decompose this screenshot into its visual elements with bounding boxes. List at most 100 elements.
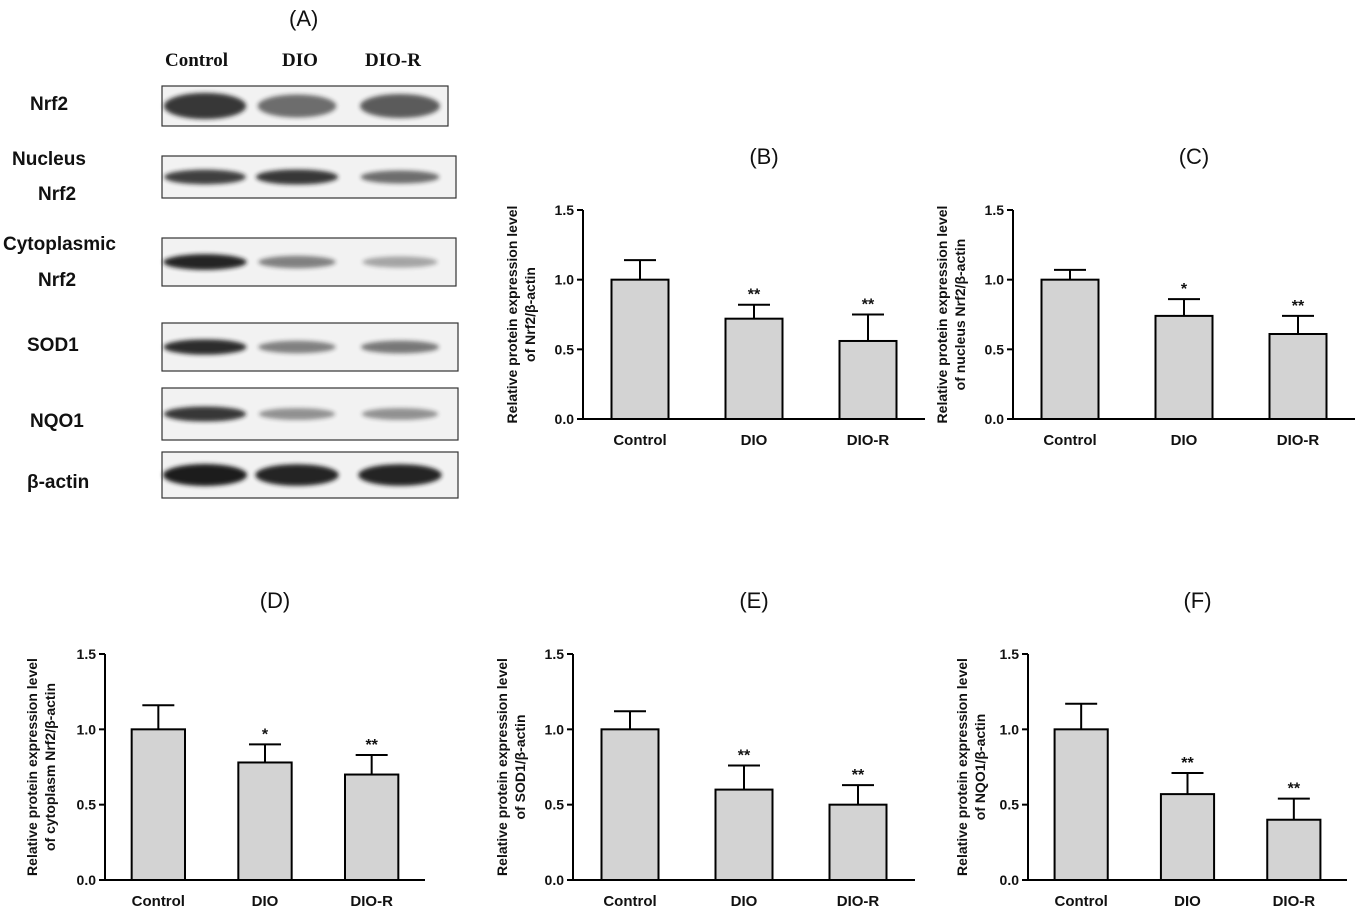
blot-column-dio: DIO <box>282 50 318 71</box>
x-tick-label: DIO-R <box>350 893 393 910</box>
blot-band <box>257 94 337 118</box>
x-tick-label: Control <box>603 893 656 910</box>
blot-column-control: Control <box>165 50 228 71</box>
panel-label: (E) <box>739 588 768 613</box>
y-tick-label: 1.5 <box>545 646 565 662</box>
blot-band <box>362 256 438 268</box>
y-tick-label: 0.5 <box>555 341 575 357</box>
bar <box>344 773 400 882</box>
x-tick-label: DIO <box>1171 432 1198 449</box>
x-tick-label: DIO <box>731 893 758 910</box>
blot-row-label-cytoplasmic-nrf2: Nrf2 <box>38 270 77 291</box>
blot-band <box>258 255 336 269</box>
bar <box>828 803 888 882</box>
significance-marker: ** <box>1181 755 1194 772</box>
y-tick-label: 1.0 <box>1000 721 1020 737</box>
y-axis-label: of Nrf2/β-actin <box>522 267 538 362</box>
y-tick-label: 0.0 <box>77 872 97 888</box>
y-axis-label: Relative protein expression level <box>24 658 40 876</box>
x-tick-label: Control <box>1043 432 1096 449</box>
y-tick-label: 0.5 <box>77 797 97 813</box>
significance-marker: ** <box>1288 781 1301 798</box>
blot-band <box>164 169 246 185</box>
chart-nrf2: (B) Relative protein expression level of N… <box>504 144 925 449</box>
y-axis-label: of NQO1/β-actin <box>972 714 988 821</box>
chart-sod1: (E) Relative protein expression level of S… <box>494 588 915 910</box>
bar <box>1053 728 1109 881</box>
blot-row-label-nqo1: NQO1 <box>30 411 84 432</box>
y-tick-label: 1.5 <box>1000 646 1020 662</box>
bar <box>724 317 784 420</box>
bar <box>838 339 898 420</box>
x-tick-label: DIO <box>252 893 279 910</box>
significance-marker: ** <box>862 297 875 314</box>
blot-band <box>163 339 247 355</box>
blot-row-2 <box>161 237 457 287</box>
y-axis-label: of cytoplasm Nrf2/β-actin <box>42 683 58 851</box>
y-tick-label: 1.5 <box>77 646 97 662</box>
y-tick-label: 1.0 <box>545 721 565 737</box>
blot-band <box>163 406 247 422</box>
significance-marker: * <box>262 726 269 743</box>
y-tick-label: 1.0 <box>555 272 575 288</box>
bar <box>1040 278 1100 420</box>
significance-marker: * <box>1181 281 1188 298</box>
blot-band <box>258 408 336 420</box>
y-tick-label: 0.0 <box>555 411 575 427</box>
x-tick-label: Control <box>132 893 185 910</box>
blot-row-label-beta-actin: β-actin <box>27 472 90 493</box>
y-tick-label: 1.5 <box>555 202 575 218</box>
blot-row-1 <box>161 155 457 199</box>
blot-band <box>358 464 442 486</box>
x-tick-label: DIO-R <box>847 432 890 449</box>
panel-label: (C) <box>1179 144 1210 169</box>
x-tick-label: DIO-R <box>1277 432 1320 449</box>
bar <box>714 788 774 882</box>
y-axis-label: Relative protein expression level <box>494 658 510 876</box>
bar <box>600 728 660 881</box>
y-tick-label: 1.5 <box>985 202 1005 218</box>
bar <box>130 728 186 881</box>
significance-marker: ** <box>852 767 865 784</box>
y-axis-label: Relative protein expression level <box>954 658 970 876</box>
blot-band <box>361 340 439 354</box>
panel-label-a: (A) <box>289 6 319 31</box>
blot-row-label-nucleus-nrf2: Nrf2 <box>38 184 77 205</box>
blot-band <box>255 464 339 486</box>
chart-nqo1: (F) Relative protein expression level of N… <box>954 588 1347 910</box>
y-tick-label: 1.0 <box>985 272 1005 288</box>
panel-label: (B) <box>749 144 778 169</box>
significance-marker: ** <box>738 747 751 764</box>
panel-label: (F) <box>1183 588 1211 613</box>
y-tick-label: 0.0 <box>1000 872 1020 888</box>
x-tick-label: DIO-R <box>837 893 880 910</box>
blot-row-label-cytoplasmic: Cytoplasmic <box>3 234 116 255</box>
y-axis-label: of SOD1/β-actin <box>512 715 528 820</box>
bar <box>1154 314 1214 420</box>
blot-row-label-nrf2: Nrf2 <box>30 94 69 115</box>
x-tick-label: DIO-R <box>1273 893 1316 910</box>
y-tick-label: 0.0 <box>985 411 1005 427</box>
blot-band <box>163 464 247 486</box>
bar <box>237 761 293 881</box>
x-tick-label: DIO <box>741 432 768 449</box>
y-tick-label: 0.5 <box>545 797 565 813</box>
blot-band <box>258 340 336 354</box>
chart-nucleus-nrf2: (C) Relative protein expression level of n… <box>934 144 1355 449</box>
blot-band <box>361 408 439 420</box>
significance-marker: ** <box>1292 298 1305 315</box>
y-tick-label: 0.5 <box>985 341 1005 357</box>
y-tick-label: 0.0 <box>545 872 565 888</box>
y-axis-label: Relative protein expression level <box>934 206 950 424</box>
blot-bands <box>161 85 459 499</box>
chart-cytoplasm-nrf2: (D) Relative protein expression level of c… <box>24 588 425 910</box>
y-axis-label: of nucleus Nrf2/β-actin <box>952 239 968 391</box>
y-tick-label: 0.5 <box>1000 797 1020 813</box>
x-tick-label: Control <box>1055 893 1108 910</box>
significance-marker: ** <box>365 737 378 754</box>
bar <box>610 278 670 420</box>
significance-marker: ** <box>748 287 761 304</box>
y-tick-label: 1.0 <box>77 721 97 737</box>
blot-row-4 <box>161 387 459 441</box>
x-tick-label: Control <box>613 432 666 449</box>
